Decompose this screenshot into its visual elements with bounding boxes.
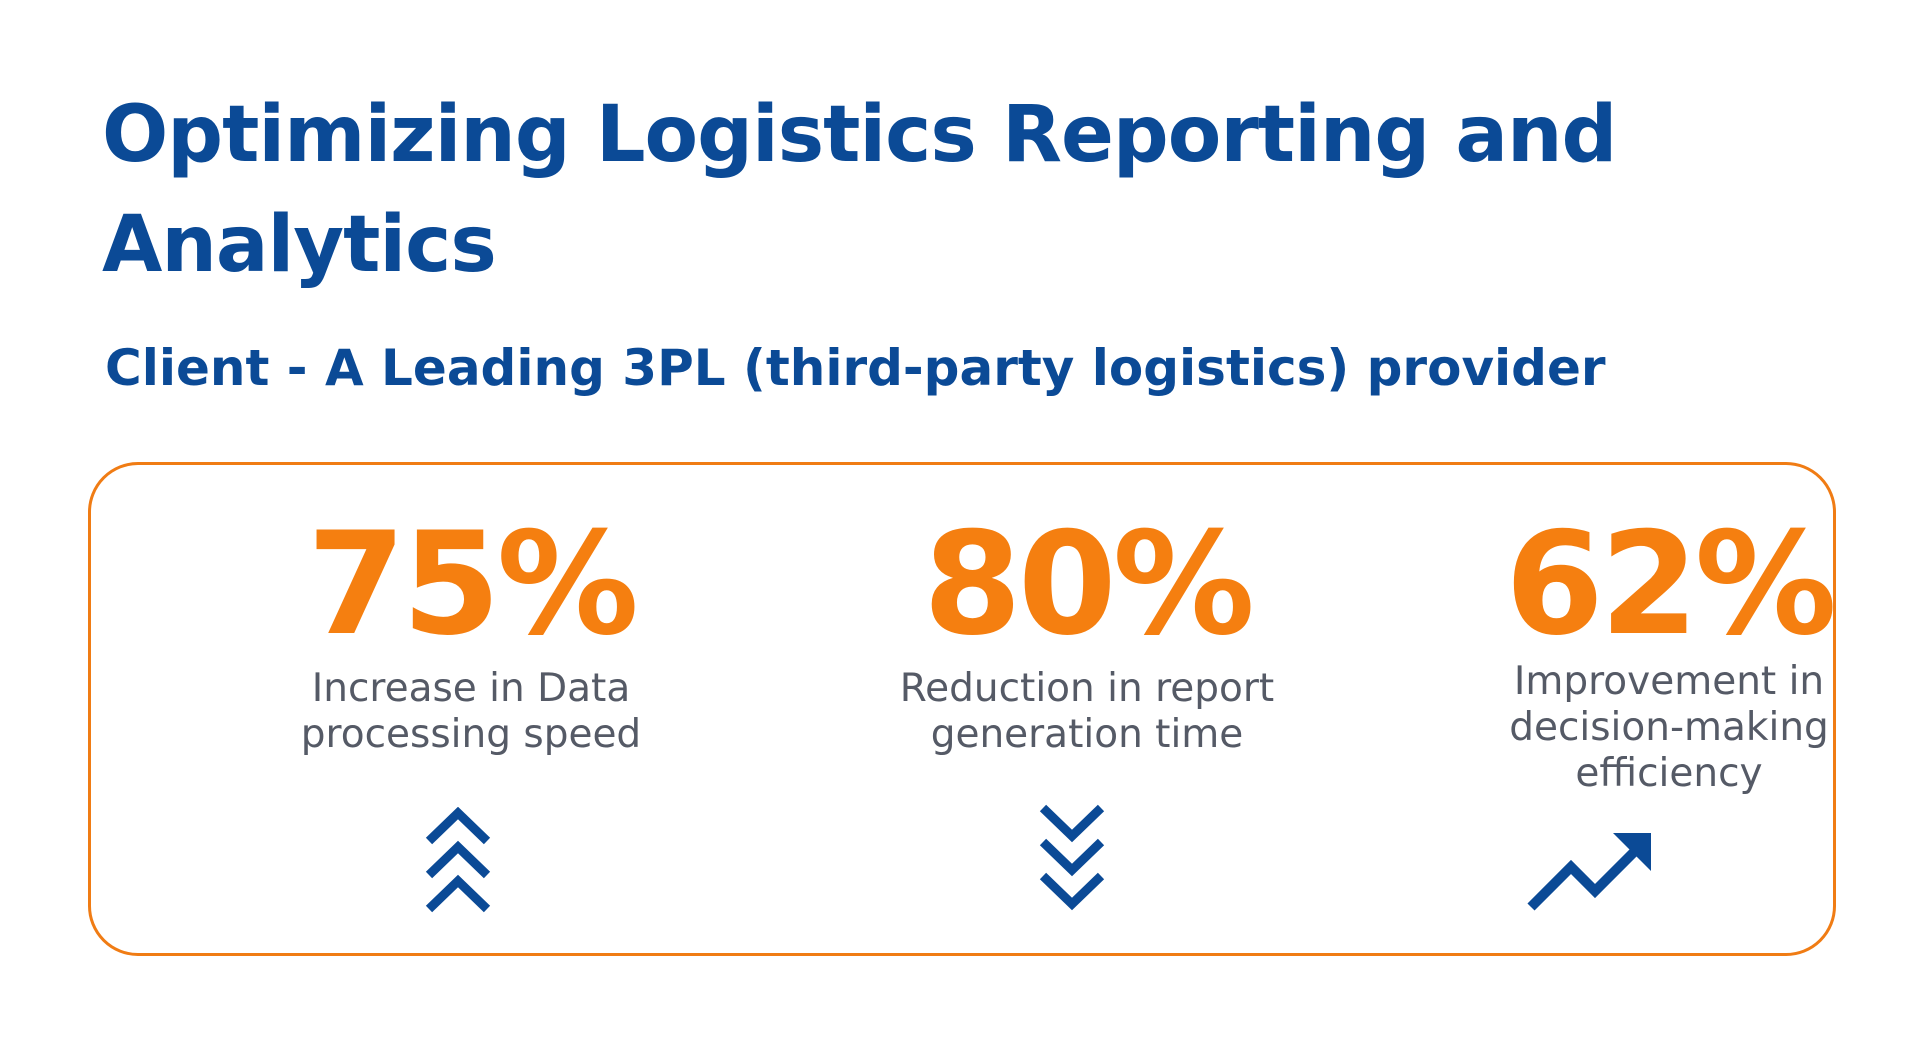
stats-card: 75% Increase in Data processing speed 80… [88,462,1837,956]
stat-label: Reduction in report generation time [899,666,1275,757]
trending-up-icon [1527,833,1651,911]
page-title: Optimizing Logistics Reporting and Analy… [102,90,1617,290]
stat-value: 62% [1505,502,1837,667]
triple-chevron-up-icon [425,807,491,913]
stat-report-generation: 80% Reduction in report generation time [807,465,1367,953]
stat-label: Increase in Data processing speed [300,666,642,757]
stat-value: 75% [307,502,639,667]
triple-chevron-down-icon [1039,804,1105,911]
stat-value: 80% [923,502,1255,667]
stat-label: Improvement in decision-making efficienc… [1509,659,1829,796]
stat-decision-making: 62% Improvement in decision-making effic… [1389,465,1920,953]
stat-data-processing: 75% Increase in Data processing speed [191,465,751,953]
client-subtitle: Client - A Leading 3PL (third-party logi… [105,339,1606,397]
